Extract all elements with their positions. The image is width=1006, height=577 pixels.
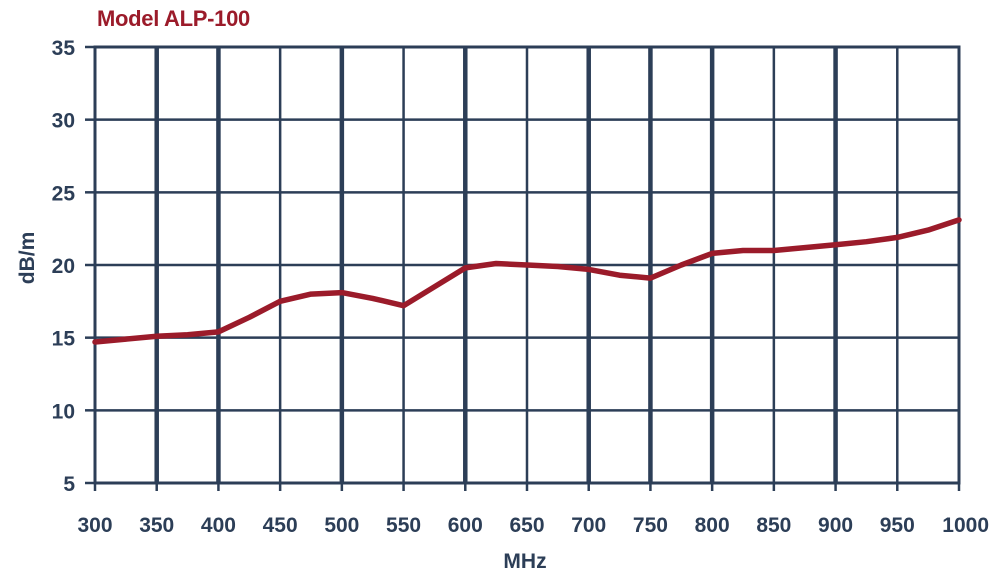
x-tick-label-850: 850	[756, 514, 791, 537]
x-tick-label-350: 350	[139, 514, 174, 537]
x-tick-label-650: 650	[509, 514, 544, 537]
x-tick-label-550: 550	[386, 514, 421, 537]
x-tick-label-900: 900	[818, 514, 853, 537]
x-tick-label-800: 800	[695, 514, 730, 537]
plot-frame	[93, 45, 961, 485]
chart-title: Model ALP-100	[97, 6, 250, 31]
x-axis-label: MHz	[503, 550, 546, 573]
x-tick-label-300: 300	[77, 514, 112, 537]
x-tick-label-600: 600	[448, 514, 483, 537]
y-tick-label-10: 10	[52, 400, 75, 423]
x-tick-label-400: 400	[201, 514, 236, 537]
x-tick-label-1000: 1000	[942, 514, 989, 537]
y-tick-label-25: 25	[52, 182, 76, 205]
y-tick-label-35: 35	[52, 37, 76, 60]
x-tick-label-750: 750	[633, 514, 668, 537]
x-tick-labels: 300 350 400 450 500 550 600 650 700 750 800 850 900 9…	[77, 514, 989, 537]
y-tick-label-5: 5	[63, 473, 75, 496]
x-tick-label-700: 700	[571, 514, 606, 537]
series-layer	[92, 217, 962, 345]
y-tick-label-20: 20	[52, 255, 75, 278]
x-tick-label-950: 950	[880, 514, 915, 537]
x-tick-label-450: 450	[263, 514, 298, 537]
y-tick-labels: 5 10 15 20 25 30 35	[52, 37, 76, 496]
y-tick-label-15: 15	[52, 328, 76, 351]
x-tick-label-500: 500	[324, 514, 359, 537]
y-axis-label: dB/m	[16, 232, 39, 285]
y-tick-label-30: 30	[52, 110, 75, 133]
grid	[85, 45, 961, 491]
